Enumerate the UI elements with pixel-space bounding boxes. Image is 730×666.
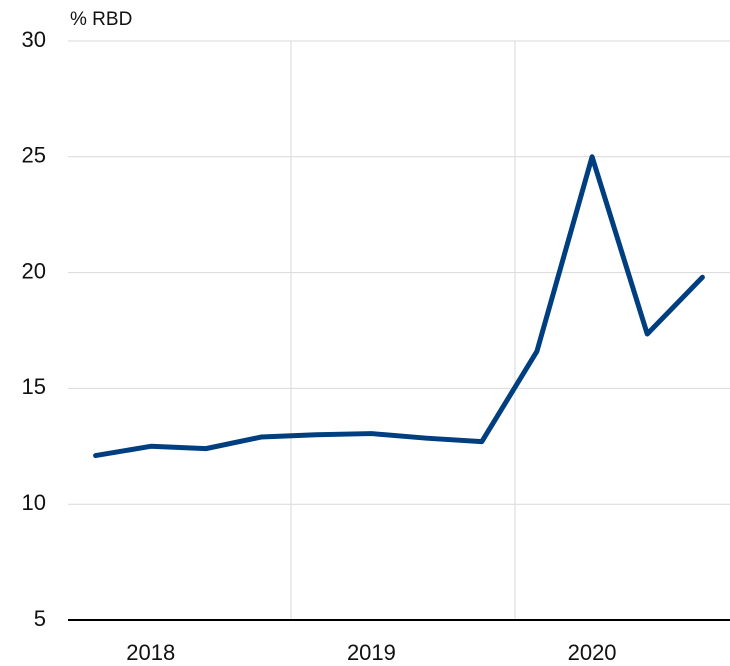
y-tick-label: 5 (34, 606, 46, 631)
x-tick-label: 2020 (568, 640, 617, 665)
y-tick-label: 25 (22, 143, 46, 168)
x-tick-label: 2019 (347, 640, 396, 665)
line-series (93, 154, 705, 459)
y-tick-label: 30 (22, 27, 46, 52)
x-tick-label: 2018 (126, 640, 175, 665)
y-axis-label: % RBD (70, 9, 132, 30)
y-tick-label: 20 (22, 258, 46, 283)
y-tick-label: 10 (22, 490, 46, 515)
y-tick-label: 15 (22, 374, 46, 399)
